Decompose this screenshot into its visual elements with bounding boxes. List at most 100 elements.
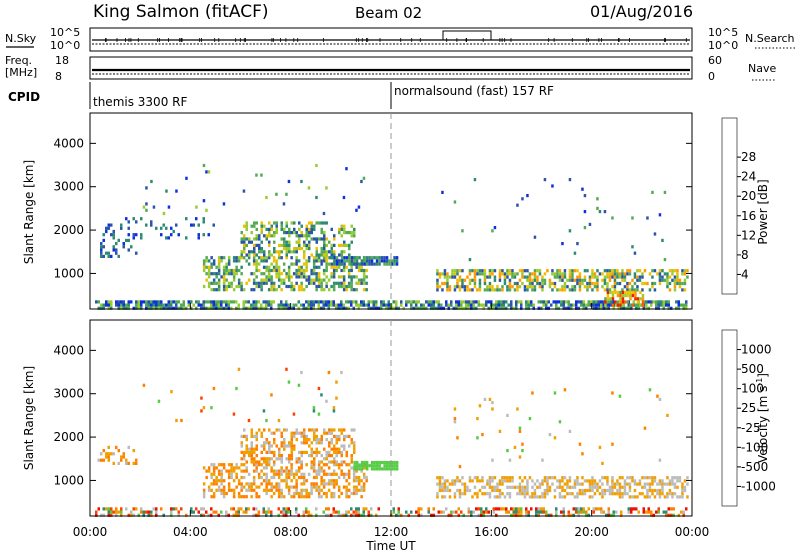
- power-cell: [342, 303, 345, 307]
- velocity-cell: [365, 467, 369, 471]
- power-cell: [358, 256, 361, 260]
- power-cell: [320, 231, 323, 235]
- velocity-cell: [285, 466, 288, 470]
- power-cell: [658, 281, 662, 286]
- velocity-cell: [295, 485, 298, 489]
- velocity-cell: [288, 454, 291, 458]
- power-cell: [493, 278, 497, 282]
- power-cell: [638, 278, 642, 282]
- velocity-cell: [355, 485, 358, 489]
- velocity-cell: [611, 479, 614, 483]
- power-cell: [436, 278, 439, 282]
- power-cell: [658, 275, 662, 279]
- power-cell: [528, 285, 532, 289]
- velocity-cell: [267, 479, 271, 483]
- velocity-cell: [566, 485, 569, 489]
- velocity-cell: [657, 507, 660, 511]
- velocity-cell: [282, 469, 286, 473]
- power-cell: [639, 297, 642, 301]
- header-title: King Salmon (fitACF): [93, 2, 269, 22]
- velocity-cell: [360, 479, 363, 483]
- power-cell: [323, 237, 326, 241]
- power-cell: [122, 245, 125, 249]
- power-cell: [297, 265, 301, 269]
- velocity-cell: [293, 447, 296, 451]
- power-cell: [533, 235, 537, 239]
- power-cell: [568, 269, 572, 273]
- power-cell: [547, 300, 550, 304]
- power-cell: [596, 269, 599, 273]
- power-cell: [280, 224, 283, 228]
- power-cell: [302, 272, 306, 276]
- velocity-cell: [170, 507, 173, 511]
- velocity-cell: [511, 485, 514, 489]
- velocity-cell: [651, 479, 654, 483]
- velocity-cell: [288, 444, 291, 448]
- power-cell: [315, 259, 318, 263]
- velocity-cell: [248, 450, 251, 454]
- power-cell: [630, 306, 633, 310]
- velocity-cell: [450, 510, 453, 514]
- power-cell: [207, 300, 210, 304]
- power-cell: [217, 303, 220, 307]
- velocity-cell: [275, 472, 278, 476]
- velocity-cell: [436, 476, 439, 480]
- power-cell: [252, 281, 256, 285]
- power-cell: [668, 288, 672, 292]
- power-cell: [362, 268, 366, 273]
- velocity-cell: [232, 469, 236, 473]
- power-cell: [628, 269, 632, 273]
- power-cell: [375, 303, 378, 307]
- power-cell: [521, 275, 524, 279]
- velocity-cell: [335, 479, 338, 483]
- power-cell: [560, 303, 563, 307]
- velocity-cell: [255, 434, 258, 438]
- power-cell: [303, 250, 306, 254]
- velocity-cell: [288, 457, 291, 461]
- power-cell: [613, 285, 617, 289]
- velocity-cell: [257, 463, 261, 467]
- power-cell: [666, 285, 669, 289]
- velocity-cell: [280, 457, 283, 461]
- velocity-cell: [240, 434, 243, 438]
- velocity-cell: [175, 507, 178, 511]
- power-cell: [661, 238, 664, 242]
- power-cell: [227, 268, 231, 273]
- velocity-cell: [352, 491, 356, 496]
- power-cell: [175, 189, 178, 193]
- velocity-cell: [212, 495, 216, 499]
- power-cell: [475, 306, 478, 310]
- power-cell: [603, 278, 607, 282]
- power-cell: [295, 250, 298, 254]
- power-cell: [300, 288, 303, 292]
- power-cell: [303, 253, 306, 257]
- velocity-cell: [255, 513, 258, 517]
- power-cell: [280, 243, 283, 247]
- nsky-panel-frame: [89, 27, 693, 52]
- power-cell: [465, 306, 468, 310]
- velocity-cell: [531, 495, 534, 499]
- power-cell: [378, 256, 381, 260]
- velocity-cell: [265, 457, 268, 461]
- velocity-cell: [562, 513, 565, 517]
- power-cell: [462, 306, 465, 310]
- power-cell: [380, 259, 384, 263]
- power-cell: [623, 272, 627, 276]
- power-cell: [307, 300, 310, 304]
- power-cell: [603, 275, 607, 279]
- power-cell: [320, 250, 323, 254]
- velocity-cell: [283, 428, 286, 432]
- velocity-cell: [458, 465, 462, 469]
- velocity-cell: [345, 485, 348, 489]
- velocity-cell: [192, 510, 195, 514]
- velocity-cell: [643, 495, 647, 499]
- power-cell: [263, 224, 266, 228]
- power-cell: [548, 278, 552, 282]
- velocity-cell: [345, 454, 348, 458]
- power-cell: [320, 221, 323, 225]
- power-cell: [323, 240, 326, 244]
- velocity-cell: [330, 447, 333, 451]
- velocity-cell: [325, 438, 328, 442]
- power-cell: [606, 272, 609, 276]
- velocity-cell: [507, 510, 510, 514]
